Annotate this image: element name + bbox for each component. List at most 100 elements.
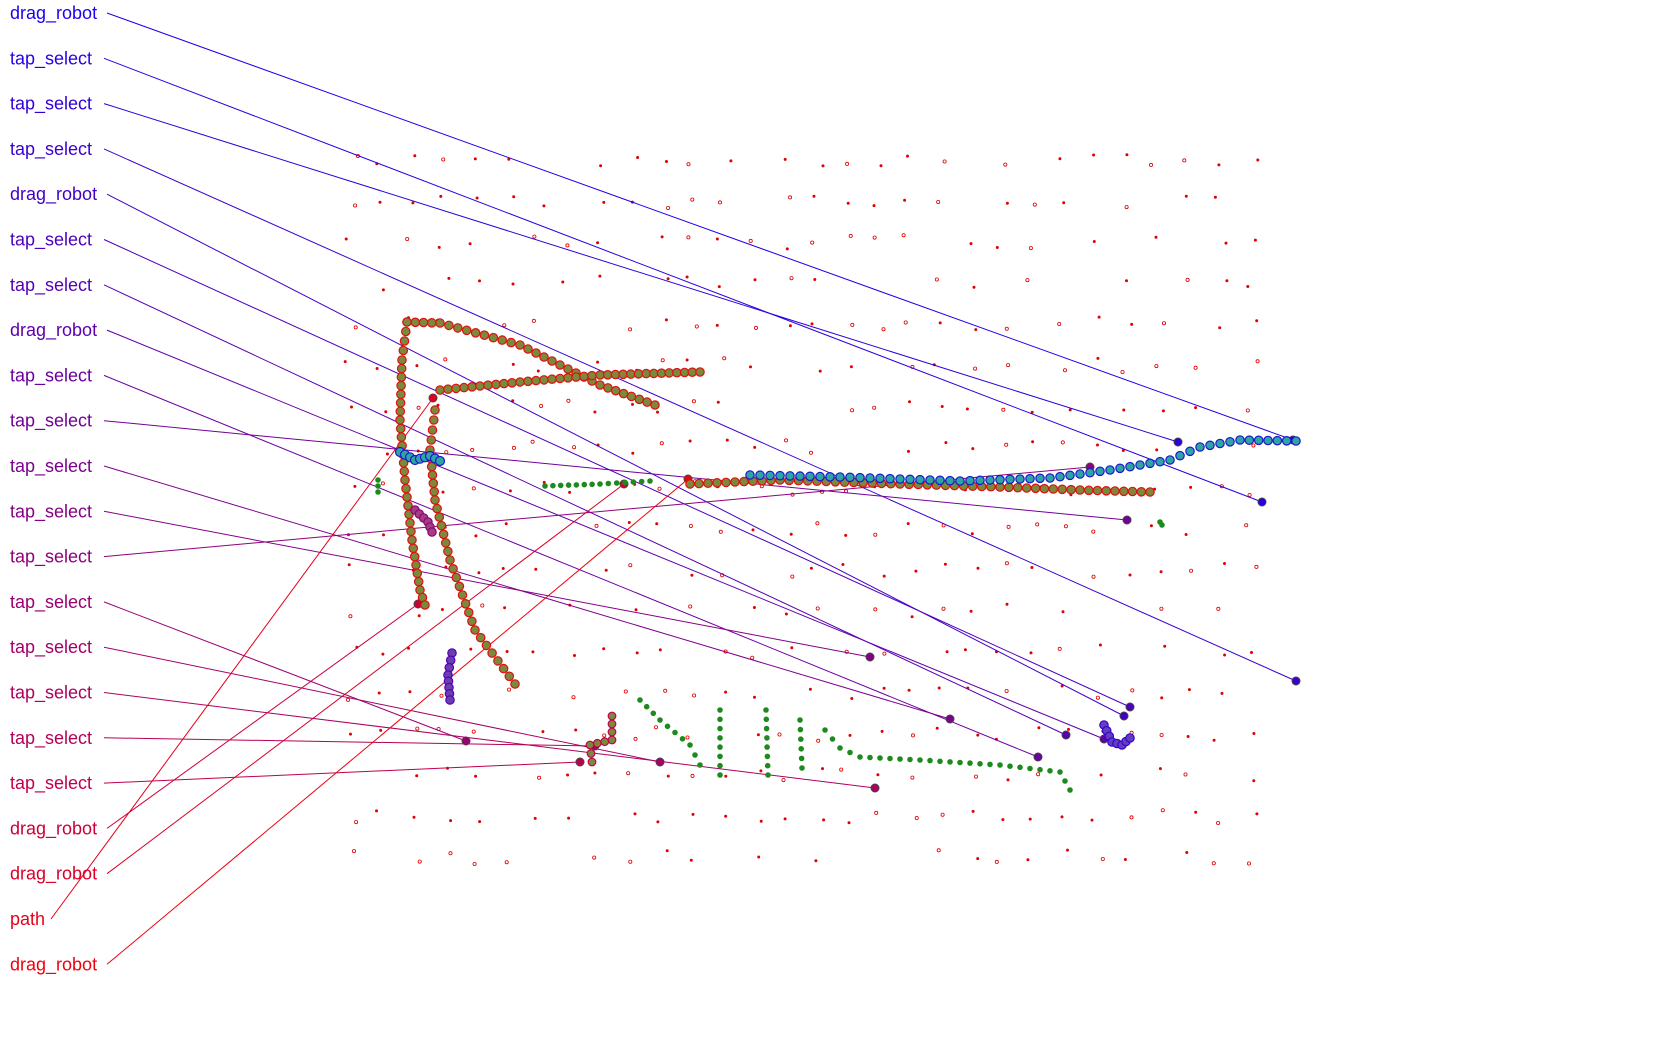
- path-bead: [1007, 763, 1013, 770]
- path-bead: [1291, 436, 1301, 446]
- path-bead: [497, 335, 507, 345]
- grid-dot: [631, 402, 635, 406]
- grid-dot: [783, 157, 787, 161]
- path-bead: [797, 717, 803, 723]
- grid-dot: [1068, 408, 1072, 412]
- grid-dot: [715, 237, 719, 241]
- grid-dot: [974, 774, 979, 779]
- grid-dot: [659, 441, 664, 446]
- path-bead: [1057, 484, 1067, 495]
- grid-dot: [343, 360, 347, 364]
- grid-dot: [666, 205, 671, 210]
- grid-dot: [412, 815, 416, 819]
- action-label: tap_select: [10, 139, 92, 160]
- grid-dot: [850, 697, 854, 701]
- grid-dot: [534, 567, 538, 571]
- path-bead: [798, 755, 805, 762]
- action-label: drag_robot: [10, 3, 97, 24]
- grid-dot: [724, 774, 728, 778]
- grid-dot: [574, 728, 578, 732]
- grid-dot: [602, 200, 606, 204]
- path-bead: [685, 479, 695, 489]
- grid-dot: [571, 695, 576, 700]
- grid-dot: [1098, 643, 1102, 647]
- path-bead: [764, 762, 771, 769]
- grid-dot: [1030, 410, 1034, 414]
- action-label: tap_select: [10, 411, 92, 432]
- grid-dot: [469, 647, 473, 651]
- path-bead: [400, 326, 411, 337]
- grid-dot: [821, 164, 825, 168]
- grid-dot: [1155, 448, 1159, 452]
- grid-dot: [784, 438, 789, 443]
- action-label: tap_select: [10, 94, 92, 115]
- grid-dot: [725, 438, 729, 442]
- path-bead: [697, 762, 703, 768]
- grid-dot: [633, 736, 638, 741]
- grid-dot: [353, 325, 358, 330]
- grid-dot: [1223, 653, 1227, 657]
- grid-dot: [654, 725, 659, 730]
- grid-dot: [1194, 810, 1198, 814]
- path-bead: [595, 380, 605, 390]
- path-bead: [571, 372, 581, 382]
- path-bead: [586, 749, 596, 758]
- path-bead: [452, 323, 463, 333]
- grid-dot: [1256, 158, 1260, 162]
- grid-dot: [1193, 365, 1198, 370]
- path-bead: [1253, 435, 1264, 446]
- grid-dot: [1004, 689, 1009, 694]
- grid-dot: [1255, 359, 1260, 364]
- leader-endpoint: [870, 783, 880, 793]
- path-bead: [470, 625, 480, 635]
- grid-dot: [471, 729, 476, 734]
- grid-dot: [447, 276, 451, 280]
- path-bead: [375, 477, 381, 483]
- grid-dot: [685, 735, 690, 740]
- grid-dot: [815, 521, 820, 526]
- grid-dot: [846, 201, 850, 205]
- path-bead: [987, 761, 993, 768]
- grid-dot: [944, 441, 948, 445]
- grid-dot: [976, 733, 980, 737]
- grid-dot: [848, 233, 853, 238]
- path-bead: [550, 482, 556, 489]
- path-bead: [1092, 485, 1103, 496]
- path-bead: [694, 478, 704, 489]
- grid-dot: [690, 773, 695, 778]
- path-bead: [430, 495, 440, 505]
- path-bead: [847, 749, 853, 756]
- path-bead: [467, 381, 477, 392]
- grid-dot: [938, 321, 942, 325]
- path-bead: [965, 475, 975, 486]
- grid-dot: [417, 859, 422, 864]
- grid-dot: [567, 816, 571, 820]
- grid-dot: [969, 242, 973, 246]
- path-bead: [1065, 470, 1075, 481]
- grid-dot: [906, 154, 910, 158]
- path-bead: [488, 332, 499, 343]
- leader-endpoint: [1119, 711, 1129, 721]
- grid-dot: [809, 566, 813, 570]
- grid-dot: [505, 650, 509, 654]
- path-bead: [411, 560, 421, 570]
- grid-dot: [443, 357, 448, 362]
- grid-dot: [691, 399, 696, 404]
- path-bead: [637, 697, 643, 703]
- path-bead: [402, 317, 412, 327]
- path-bead: [426, 461, 437, 472]
- grid-dot: [965, 407, 969, 411]
- leader-line: [103, 284, 1067, 736]
- grid-dot: [822, 818, 826, 822]
- path-bead: [935, 475, 945, 486]
- grid-dot: [815, 606, 820, 611]
- grid-dot: [1159, 606, 1164, 611]
- grid-dot: [627, 521, 631, 525]
- path-bead: [764, 753, 771, 760]
- grid-dot: [477, 571, 481, 575]
- path-bead: [1110, 486, 1120, 496]
- grid-dot: [1250, 651, 1254, 655]
- grid-dot: [657, 486, 662, 491]
- grid-dot: [724, 690, 728, 694]
